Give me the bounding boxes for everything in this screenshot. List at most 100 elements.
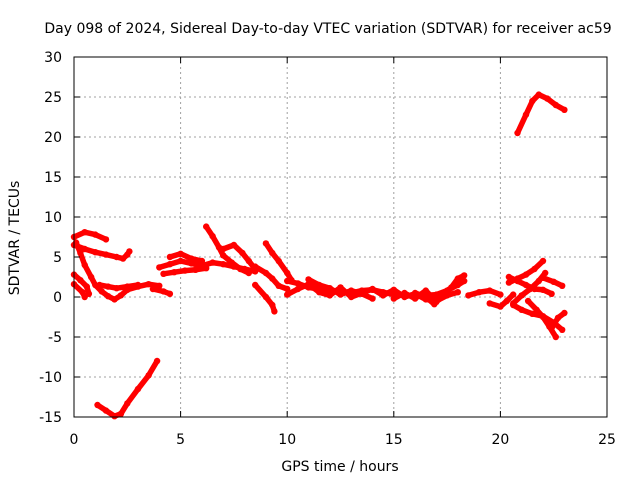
data-point <box>539 274 547 281</box>
data-point <box>245 269 252 277</box>
x-tick-label: 10 <box>278 432 296 448</box>
data-point <box>230 241 238 249</box>
data-point <box>422 293 429 301</box>
series-arc8 <box>149 285 174 297</box>
data-point <box>92 249 99 256</box>
data-point <box>119 255 127 262</box>
data-point <box>524 297 532 305</box>
data-point <box>503 297 510 305</box>
data-point <box>92 231 99 238</box>
data-point <box>220 261 227 268</box>
data-point <box>448 284 455 291</box>
data-point <box>559 282 566 289</box>
data-point <box>188 255 195 262</box>
data-point <box>497 303 504 310</box>
data-point <box>203 223 210 230</box>
data-point <box>262 240 270 247</box>
data-point <box>510 301 517 309</box>
data-point <box>77 277 84 284</box>
y-axis-label: SDTVAR / TECUs <box>7 181 23 296</box>
data-point <box>81 229 88 236</box>
data-point <box>220 245 227 253</box>
series-line <box>252 282 278 315</box>
data-point <box>192 266 199 273</box>
data-point <box>542 269 549 277</box>
data-point <box>337 284 344 291</box>
series-arc4 <box>70 271 93 297</box>
axis-ticks: -15 -10 -5 0 5 10 15 20 25 30 0 5 10 15 20 25 <box>39 50 616 448</box>
data-point <box>113 285 120 292</box>
data-point <box>559 326 566 333</box>
data-point <box>439 290 446 297</box>
y-tick-label: 20 <box>44 130 62 146</box>
series-arc1 <box>70 229 110 243</box>
data-point <box>94 401 101 409</box>
data-point <box>81 261 88 269</box>
data-point <box>252 263 259 270</box>
data-point <box>102 236 110 243</box>
data-point <box>81 293 88 301</box>
data-point <box>539 286 547 293</box>
data-point <box>188 260 195 267</box>
series-arc31 <box>514 91 568 137</box>
data-point <box>539 313 547 320</box>
data-point <box>284 277 291 285</box>
data-point <box>358 290 365 297</box>
x-axis-label: GPS time / hours <box>281 459 398 475</box>
data-point <box>284 291 291 298</box>
data-point <box>96 281 103 289</box>
data-point <box>166 261 174 268</box>
data-point <box>245 257 252 265</box>
data-point <box>552 333 559 341</box>
data-point <box>239 249 246 257</box>
data-point <box>326 292 333 299</box>
data-point <box>379 292 387 299</box>
y-tick-label: 0 <box>53 290 62 306</box>
data-point <box>561 106 568 114</box>
series-line <box>71 271 92 297</box>
y-tick-label: -10 <box>39 370 62 386</box>
data-point <box>348 287 355 294</box>
data-point <box>461 272 468 279</box>
data-point <box>369 285 376 293</box>
data-point <box>475 289 483 296</box>
data-point <box>134 281 142 289</box>
data-point <box>81 245 88 253</box>
data-point <box>220 252 227 259</box>
data-point <box>252 281 259 289</box>
data-point <box>145 281 152 288</box>
data-point <box>305 276 312 283</box>
data-point <box>294 280 302 287</box>
data-point <box>531 285 538 293</box>
data-point <box>181 267 189 274</box>
series-line <box>71 229 109 243</box>
plot-frame <box>73 56 608 418</box>
data-point <box>269 301 276 309</box>
x-tick-label: 5 <box>176 432 185 448</box>
data-point <box>454 289 461 296</box>
x-tick-label: 20 <box>491 432 509 448</box>
data-point <box>149 285 157 293</box>
data-point <box>126 248 133 255</box>
data-point <box>87 273 95 281</box>
data-point <box>284 285 291 293</box>
y-tick-label: 30 <box>44 50 62 66</box>
data-point <box>505 273 513 281</box>
data-point <box>535 91 542 98</box>
data-point <box>117 292 125 299</box>
data-point <box>544 95 551 102</box>
data-point <box>166 290 174 297</box>
y-tick-label: -5 <box>48 330 62 346</box>
data-point <box>171 269 178 276</box>
series-line <box>465 287 504 299</box>
data-point <box>102 251 110 258</box>
series-arc15 <box>262 240 295 284</box>
data-point <box>294 285 302 293</box>
data-point <box>539 257 547 265</box>
data-point <box>237 265 244 273</box>
data-point <box>486 287 493 294</box>
data-point <box>271 308 278 315</box>
data-point <box>548 325 555 332</box>
x-tick-label: 0 <box>70 432 79 448</box>
data-point <box>316 281 323 289</box>
